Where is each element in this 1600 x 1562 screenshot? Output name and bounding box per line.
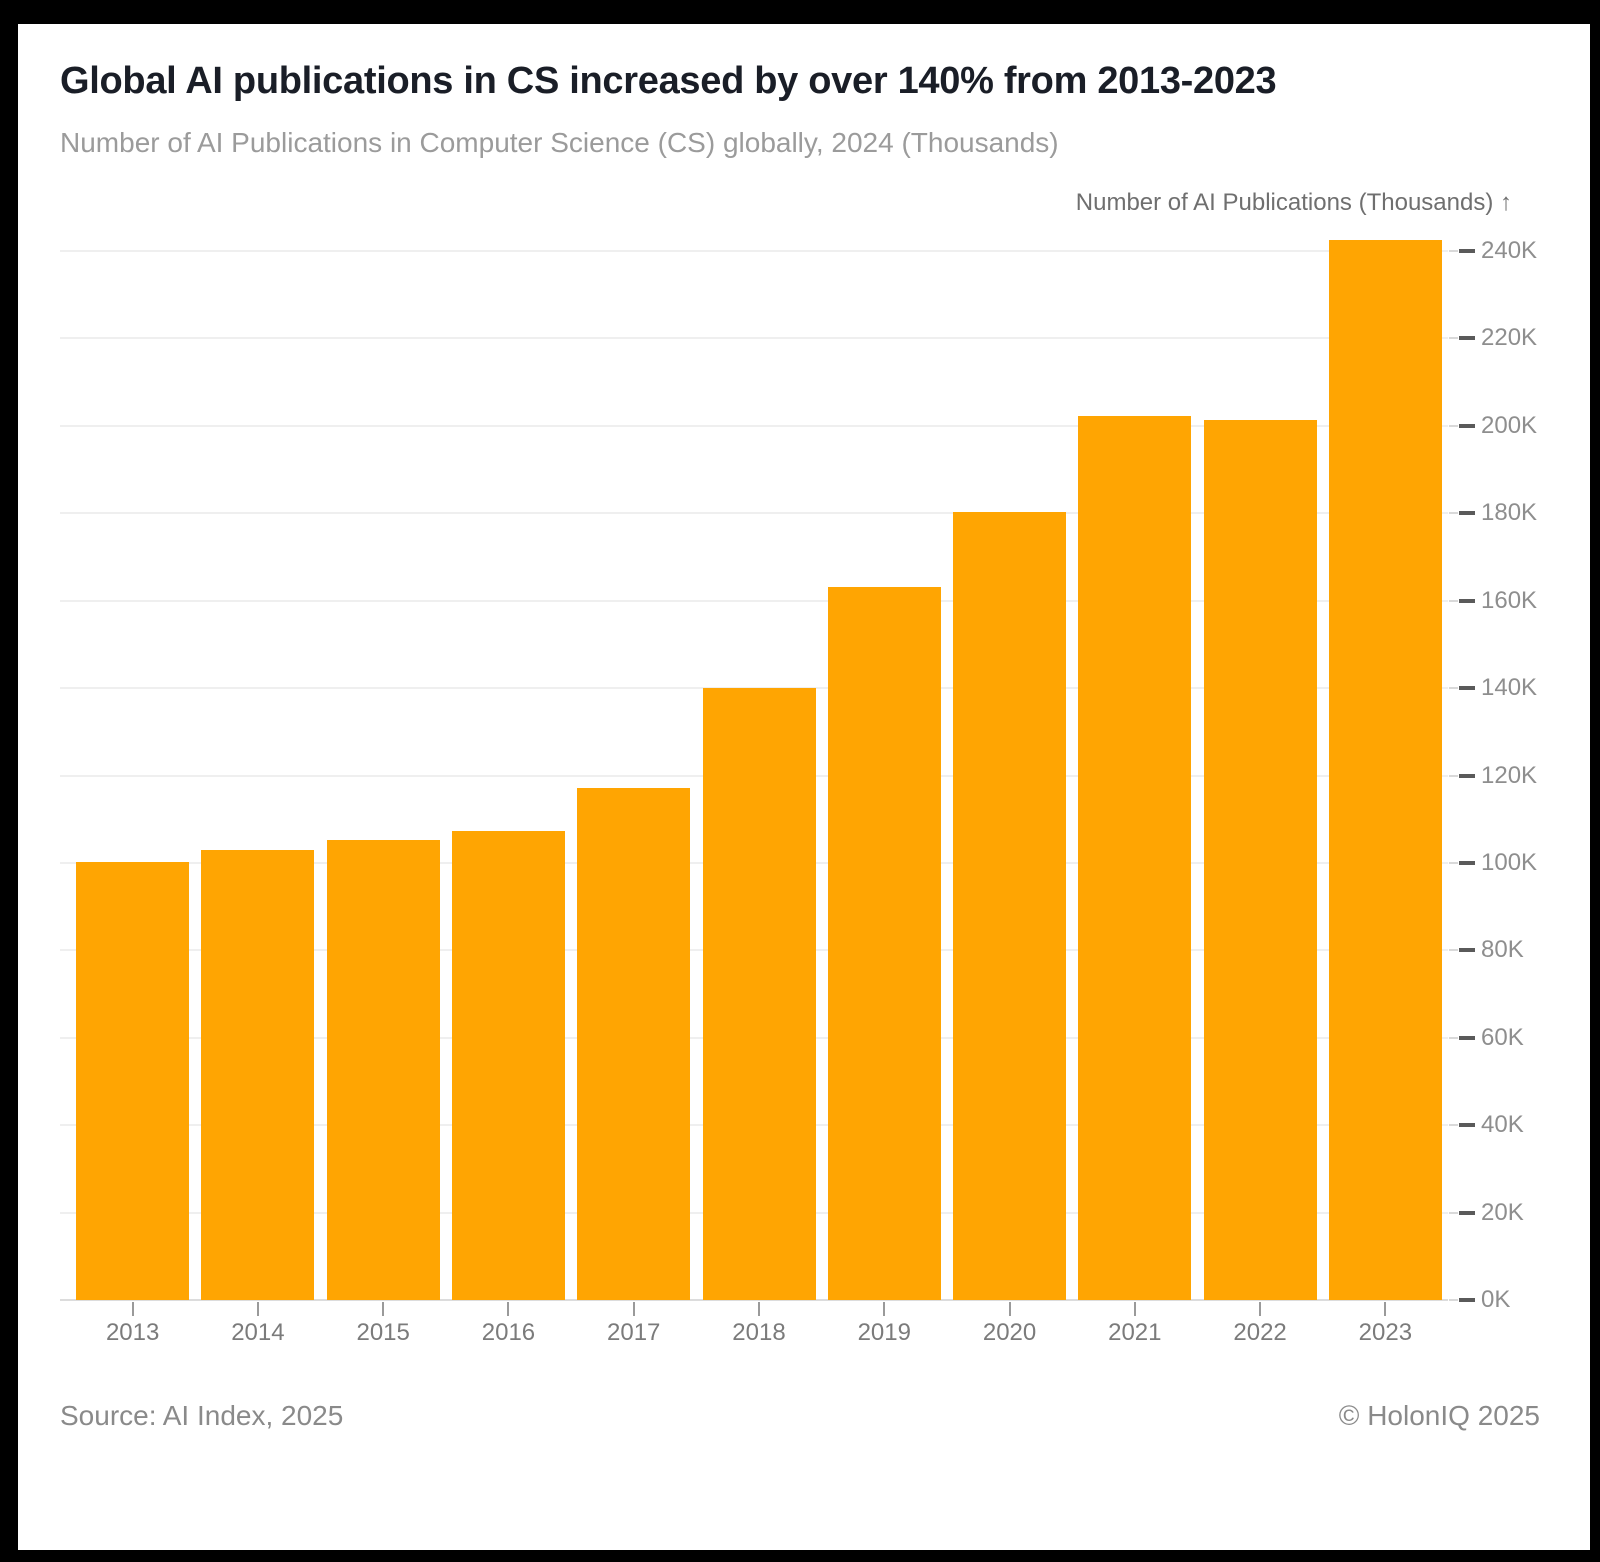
- x-tick-2020: [1008, 1302, 1011, 1316]
- y-axis-tick-label-140K: 140K: [1481, 674, 1538, 702]
- bar-2016[interactable]: [451, 831, 565, 1300]
- x-axis-label-2014: 2014: [231, 1319, 285, 1346]
- y-axis-tick-label-80K: 80K: [1481, 936, 1524, 964]
- x-axis-label-2023: 2023: [1358, 1319, 1413, 1346]
- x-tick-2022: [1259, 1302, 1262, 1316]
- y-tick-240K: [1459, 249, 1475, 253]
- y-axis-tick-label-60K: 60K: [1481, 1023, 1524, 1051]
- x-tick-2015: [382, 1302, 385, 1316]
- y-tick-0K: [1459, 1298, 1475, 1302]
- x-axis-label-2015: 2015: [356, 1319, 410, 1346]
- source-note: Source: AI Index, 2025: [60, 1400, 344, 1431]
- chart-title: Global AI publications in CS increased b…: [60, 60, 1277, 102]
- x-tick-2021: [1133, 1302, 1136, 1316]
- gridline-240K: [60, 250, 1448, 252]
- bar-2017[interactable]: [577, 787, 691, 1300]
- x-axis-label-2018: 2018: [732, 1319, 786, 1346]
- y-tick-mini-20K: [1449, 1211, 1458, 1214]
- x-axis-label-2013: 2013: [105, 1319, 160, 1346]
- y-axis-tick-label-20K: 20K: [1481, 1198, 1524, 1226]
- y-tick-40K: [1459, 1123, 1475, 1128]
- x-tick-2013: [131, 1302, 134, 1316]
- chart-subtitle: Number of AI Publications in Computer Sc…: [60, 127, 1059, 158]
- y-tick-mini-0K: [1449, 1299, 1458, 1301]
- x-axis-label-2017: 2017: [607, 1319, 661, 1346]
- y-tick-mini-80K: [1449, 949, 1458, 952]
- gridline-200K: [60, 424, 1448, 427]
- y-axis-tick-label-240K: 240K: [1481, 237, 1538, 264]
- y-tick-mini-240K: [1449, 250, 1458, 252]
- gridline-220K: [60, 337, 1448, 340]
- bar-2014[interactable]: [201, 849, 315, 1300]
- x-axis-label-2022: 2022: [1233, 1319, 1287, 1346]
- bar-2013[interactable]: [76, 861, 190, 1300]
- bar-2022[interactable]: [1203, 419, 1317, 1300]
- x-axis-label-2016: 2016: [481, 1319, 536, 1346]
- y-tick-20K: [1459, 1210, 1475, 1215]
- x-tick-2019: [883, 1302, 886, 1316]
- bar-2018[interactable]: [702, 688, 816, 1300]
- gridline-0K: [60, 1299, 1448, 1301]
- y-axis-tick-label-220K: 220K: [1481, 324, 1538, 352]
- bar-2019[interactable]: [827, 586, 941, 1300]
- y-tick-mini-160K: [1449, 599, 1458, 602]
- x-axis-label-2019: 2019: [857, 1319, 911, 1346]
- y-axis-tick-label-180K: 180K: [1481, 499, 1538, 527]
- gridline-140K: [60, 687, 1448, 690]
- y-tick-100K: [1459, 860, 1475, 865]
- y-axis-tick-label-200K: 200K: [1481, 411, 1538, 439]
- x-tick-2023: [1384, 1302, 1387, 1316]
- x-axis-label-2021: 2021: [1108, 1319, 1162, 1346]
- y-tick-mini-180K: [1449, 512, 1458, 515]
- y-tick-mini-60K: [1449, 1036, 1458, 1039]
- y-axis-tick-label-100K: 100K: [1481, 848, 1538, 876]
- x-axis-label-2020: 2020: [982, 1319, 1037, 1346]
- x-tick-2016: [507, 1302, 510, 1316]
- y-axis-tick-label-120K: 120K: [1481, 761, 1538, 789]
- y-tick-mini-100K: [1449, 861, 1458, 864]
- y-tick-80K: [1459, 948, 1475, 953]
- y-tick-120K: [1459, 773, 1475, 778]
- y-axis-title: Number of AI Publications (Thousands) ↑: [1075, 189, 1512, 216]
- gridline-180K: [60, 512, 1448, 515]
- y-tick-mini-140K: [1449, 687, 1458, 690]
- y-tick-mini-200K: [1449, 424, 1458, 427]
- x-tick-2017: [632, 1302, 635, 1316]
- bar-2023[interactable]: [1328, 240, 1442, 1300]
- bar-2021[interactable]: [1078, 415, 1192, 1300]
- x-tick-2018: [758, 1302, 760, 1316]
- bar-2015[interactable]: [326, 839, 440, 1300]
- bar-2020[interactable]: [953, 511, 1067, 1300]
- gridline-160K: [60, 599, 1448, 602]
- y-tick-160K: [1459, 598, 1475, 603]
- y-tick-200K: [1459, 423, 1475, 428]
- y-tick-mini-220K: [1449, 337, 1458, 340]
- y-tick-mini-40K: [1449, 1124, 1458, 1127]
- x-tick-2014: [256, 1302, 259, 1316]
- y-tick-220K: [1459, 336, 1475, 341]
- plot-area: 0K 20K 40K 60K 80K 100K 120K 140K 160K 180K 200K 22…: [60, 238, 1537, 1346]
- y-tick-140K: [1459, 686, 1475, 691]
- y-axis-tick-label-0K: 0K: [1481, 1286, 1511, 1313]
- y-axis-tick-label-40K: 40K: [1481, 1111, 1524, 1139]
- copyright-note: © HolonIQ 2025: [1338, 1400, 1540, 1431]
- y-tick-60K: [1459, 1035, 1475, 1040]
- y-axis-tick-label-160K: 160K: [1481, 586, 1538, 614]
- y-tick-180K: [1459, 511, 1475, 516]
- y-tick-mini-120K: [1449, 774, 1458, 777]
